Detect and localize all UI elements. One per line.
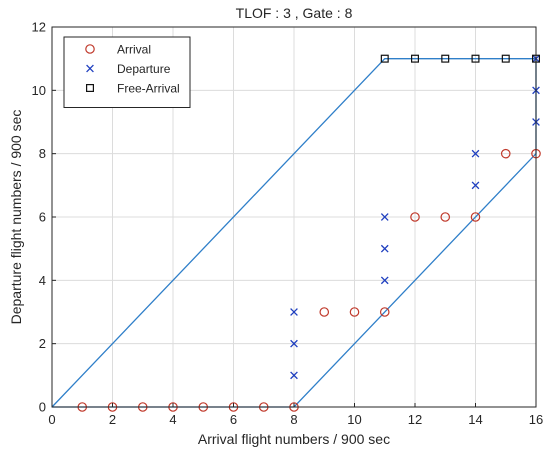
y-tick-label: 12 bbox=[32, 20, 46, 35]
arrival-point bbox=[440, 212, 451, 222]
departure-point bbox=[471, 149, 480, 158]
x-tick-label: 4 bbox=[169, 412, 176, 427]
x-tick-label: 6 bbox=[230, 412, 237, 427]
data-marks bbox=[77, 54, 541, 412]
legend-label-arrival: Arrival bbox=[117, 43, 151, 57]
x-stroke bbox=[290, 308, 298, 316]
legend-marker-departure bbox=[86, 64, 94, 73]
departure-point bbox=[380, 276, 389, 285]
x-stroke bbox=[471, 181, 480, 190]
legend-label-departure: Departure bbox=[117, 62, 171, 76]
departure-point bbox=[290, 308, 298, 316]
departure-point bbox=[380, 244, 389, 253]
arrival-point bbox=[319, 307, 330, 317]
arrival-point bbox=[349, 307, 360, 317]
y-axis-label: Departure flight numbers / 900 sec bbox=[8, 110, 24, 325]
departure-point bbox=[380, 213, 389, 221]
free-arrival-point bbox=[471, 54, 480, 63]
y-tick-label: 10 bbox=[32, 83, 46, 98]
free-arrival-point bbox=[411, 54, 420, 63]
x-stroke bbox=[471, 149, 480, 158]
x-tick-label: 14 bbox=[468, 412, 482, 427]
x-axis-label: Arrival flight numbers / 900 sec bbox=[198, 431, 390, 447]
x-tick-label: 16 bbox=[529, 412, 543, 427]
legend-marker-free-arrival bbox=[85, 83, 94, 92]
x-stroke bbox=[290, 339, 298, 348]
y-tick-label: 6 bbox=[39, 210, 46, 225]
free-arrival-point bbox=[380, 54, 389, 63]
x-tick-label: 0 bbox=[48, 412, 55, 427]
y-tick-label: 4 bbox=[39, 273, 46, 288]
x-tick-label: 2 bbox=[109, 412, 116, 427]
y-tick-label: 2 bbox=[39, 336, 46, 351]
free-arrival-point bbox=[501, 54, 510, 63]
arrival-point bbox=[470, 212, 481, 222]
arrival-point bbox=[379, 307, 390, 317]
x-stroke bbox=[380, 244, 389, 253]
x-tick-label: 12 bbox=[408, 412, 422, 427]
axis-ticks: 0 2 4 6 8 10 12 14 16 0 2 4 6 8 10 12 bbox=[32, 20, 544, 428]
legend: Arrival Departure Free-Arrival bbox=[63, 36, 191, 108]
y-tick-label: 0 bbox=[39, 400, 46, 415]
arrival-point bbox=[410, 212, 420, 222]
x-tick-label: 8 bbox=[290, 412, 297, 427]
chart-title: TLOF : 3 , Gate : 8 bbox=[236, 5, 353, 21]
x-stroke bbox=[86, 64, 94, 73]
legend-marker-arrival bbox=[85, 44, 95, 54]
x-stroke bbox=[290, 371, 298, 380]
legend-label-free-arrival: Free-Arrival bbox=[117, 82, 180, 96]
x-stroke bbox=[380, 213, 389, 221]
x-stroke bbox=[380, 276, 389, 285]
departure-point bbox=[290, 371, 298, 380]
departure-point bbox=[471, 181, 480, 190]
arrival-point bbox=[500, 148, 511, 159]
departure-point bbox=[290, 339, 298, 348]
y-tick-label: 8 bbox=[39, 146, 46, 161]
legend-box bbox=[63, 36, 191, 108]
free-arrival-point bbox=[441, 54, 450, 63]
x-tick-label: 10 bbox=[347, 412, 361, 427]
